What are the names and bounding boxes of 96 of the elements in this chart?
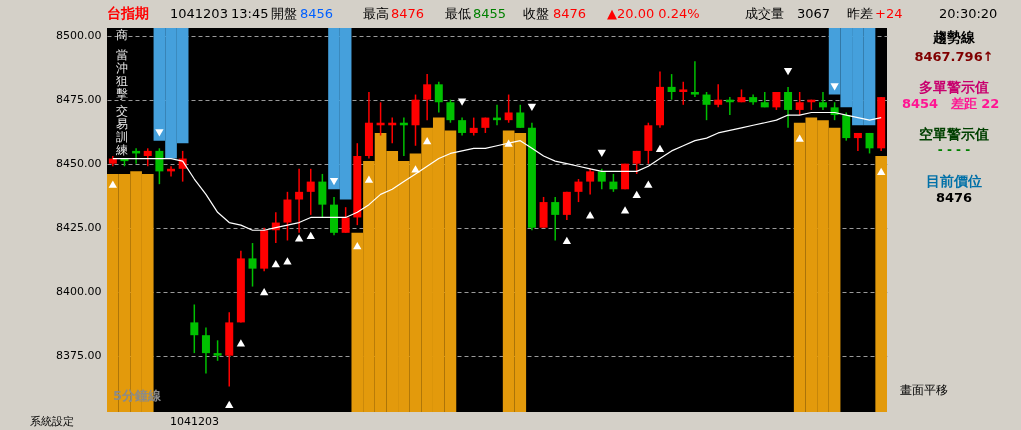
annotation: 商 bbox=[116, 28, 128, 42]
point bbox=[364, 175, 374, 183]
text: 空單警示值 bbox=[919, 126, 989, 142]
point bbox=[411, 165, 420, 173]
candlestick bbox=[690, 60, 699, 98]
text: 差距 22 bbox=[949, 96, 1000, 111]
point bbox=[597, 149, 606, 158]
text: 收盤 bbox=[523, 6, 549, 21]
candlestick bbox=[190, 303, 199, 354]
candlestick bbox=[714, 83, 723, 109]
text: 8476 bbox=[391, 6, 425, 21]
point bbox=[353, 241, 362, 250]
text: 20:30:20 bbox=[939, 6, 998, 21]
point bbox=[259, 288, 269, 296]
point bbox=[504, 139, 513, 147]
point bbox=[830, 83, 839, 91]
candlestick bbox=[423, 73, 432, 121]
text: 多單警示值 bbox=[919, 79, 989, 95]
candlestick bbox=[295, 168, 304, 234]
candlestick bbox=[504, 93, 513, 124]
point bbox=[283, 257, 292, 265]
text: 8467.796↑ bbox=[914, 49, 994, 64]
y-tick-label: 8475.00 bbox=[56, 93, 102, 107]
text: 系統設定 bbox=[30, 415, 74, 428]
candlestick bbox=[201, 326, 210, 375]
text: 最低 bbox=[445, 6, 471, 21]
point bbox=[644, 180, 653, 188]
candlestick bbox=[551, 196, 560, 242]
candlestick bbox=[516, 104, 525, 129]
point bbox=[655, 144, 665, 152]
candlestick bbox=[842, 111, 851, 142]
text: ▲20.00 0.24% bbox=[607, 6, 700, 21]
point bbox=[294, 234, 304, 242]
point bbox=[271, 259, 280, 268]
point bbox=[422, 137, 432, 145]
candlestick bbox=[562, 191, 571, 221]
candlestick bbox=[586, 168, 595, 196]
candlestick bbox=[306, 168, 315, 216]
y-tick-label: 8500.00 bbox=[56, 29, 102, 43]
text: 開盤 bbox=[271, 6, 297, 21]
candlestick bbox=[667, 73, 676, 101]
text: 畫面平移 bbox=[900, 383, 948, 397]
candlestick bbox=[155, 147, 164, 185]
point bbox=[236, 339, 246, 347]
point bbox=[457, 98, 467, 106]
point bbox=[877, 167, 886, 175]
annotation: 當沖狙擊 bbox=[116, 48, 128, 101]
candlestick bbox=[446, 98, 455, 124]
text: 8476 bbox=[553, 6, 587, 21]
candlestick bbox=[784, 86, 793, 129]
candlestick bbox=[318, 173, 327, 219]
point bbox=[620, 206, 630, 214]
point bbox=[329, 177, 339, 186]
candlestick bbox=[574, 178, 583, 203]
text: 台指期 bbox=[107, 5, 149, 21]
text: 目前價位 bbox=[926, 173, 982, 189]
y-tick-label: 8375.00 bbox=[56, 349, 102, 363]
candlestick bbox=[597, 168, 606, 191]
point bbox=[783, 67, 793, 76]
text: 最高 bbox=[363, 6, 389, 21]
text: 8476 bbox=[935, 190, 973, 205]
point bbox=[795, 134, 804, 142]
text: 8456 bbox=[300, 6, 334, 21]
candlestick bbox=[702, 91, 711, 121]
point bbox=[306, 231, 315, 239]
candlestick bbox=[341, 206, 350, 234]
annotation: 交易訓練 bbox=[115, 104, 128, 157]
candlestick bbox=[795, 91, 804, 116]
candlestick bbox=[213, 339, 222, 362]
text: 13:45 bbox=[231, 6, 269, 21]
y-tick-label: 8400.00 bbox=[56, 285, 102, 299]
point bbox=[562, 236, 572, 245]
text: 8454 bbox=[901, 96, 939, 111]
point bbox=[225, 400, 234, 408]
y-tick-label: 8450.00 bbox=[56, 157, 102, 171]
text: 昨差 bbox=[847, 6, 873, 21]
point bbox=[108, 180, 117, 188]
candlestick bbox=[818, 91, 827, 111]
candlestick bbox=[434, 81, 443, 114]
point bbox=[155, 129, 164, 137]
text: - - - - bbox=[937, 143, 971, 157]
text: 1041203 bbox=[170, 6, 228, 21]
point bbox=[527, 103, 537, 111]
candlestick bbox=[283, 191, 292, 242]
text: 3067 bbox=[797, 6, 831, 21]
text: 8455 bbox=[473, 6, 507, 21]
text: 1041203 bbox=[170, 415, 219, 428]
point bbox=[632, 190, 641, 199]
candlestick bbox=[679, 81, 688, 106]
text: 成交量 bbox=[745, 6, 784, 21]
text: 趨勢線 bbox=[932, 29, 976, 45]
y-tick-label: 8425.00 bbox=[56, 221, 102, 235]
text: +24 bbox=[875, 6, 903, 21]
point bbox=[585, 211, 595, 219]
candlestick bbox=[248, 242, 257, 288]
candlestick bbox=[853, 132, 862, 152]
